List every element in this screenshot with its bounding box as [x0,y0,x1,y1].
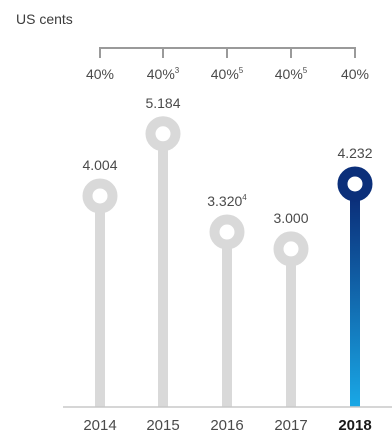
bar-marker [145,116,181,152]
payout-ratio-label: 40%5 [275,66,308,82]
bar-stem [158,148,168,407]
payout-ratio-label: 40%3 [147,66,180,82]
unit-label: US cents [16,11,73,27]
payout-ratio-label: 40% [341,66,369,82]
bar-marker [209,214,245,250]
payout-ratio-label: 40% [86,66,114,82]
bar-stem [350,198,360,407]
bars: 4.004 5.184 3.3204 3.000 4.232 [82,95,373,407]
x-tick-label: 2017 [274,417,307,434]
value-label: 4.232 [337,145,372,161]
bar-stem [95,210,105,407]
x-tick-labels: 2014 2015 2016 2017 2018 [83,417,371,434]
payout-ratio-label: 40%5 [211,66,244,82]
payout-ratio-labels: 40% 40%3 40%5 40%5 40% [86,66,369,82]
bar-marker [273,231,309,267]
payout-ratio-bracket [99,47,356,58]
x-tick-label: 2018 [338,417,371,434]
x-tick-label: 2016 [210,417,243,434]
value-label: 4.004 [82,157,117,173]
bar-stem [286,263,296,407]
value-label: 5.184 [145,95,180,111]
bar-marker [337,166,373,202]
bar-marker [82,178,118,214]
bar-stem [222,247,232,407]
value-label: 3.3204 [207,193,247,209]
x-tick-label: 2014 [83,417,116,434]
x-tick-label: 2015 [146,417,179,434]
value-label: 3.000 [273,210,308,226]
